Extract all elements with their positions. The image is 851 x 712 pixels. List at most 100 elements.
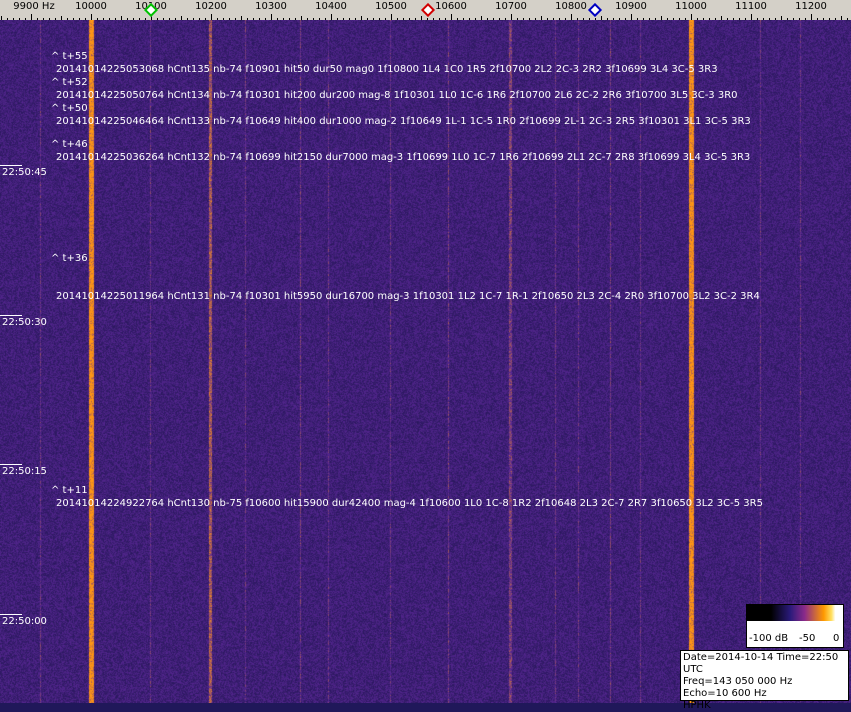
freq-label: 10900 [615, 1, 647, 12]
axis-tick [445, 18, 446, 20]
info-box: Date=2014-10-14 Time=22:50 UTC Freq=143 … [680, 650, 849, 711]
axis-tick [85, 18, 86, 20]
axis-tick [73, 18, 74, 20]
axis-tick [373, 18, 374, 20]
axis-tick [817, 18, 818, 20]
axis-tick [289, 18, 290, 20]
axis-tick [541, 16, 542, 20]
axis-tick [511, 14, 512, 20]
info-echo: Echo=10 600 Hz [683, 688, 767, 699]
axis-tick [61, 16, 62, 20]
axis-tick [187, 18, 188, 20]
axis-tick [421, 16, 422, 20]
axis-tick [319, 18, 320, 20]
time-label: 22:50:30 [2, 317, 47, 328]
axis-tick [121, 16, 122, 20]
axis-tick [361, 16, 362, 20]
freq-label: 10600 [435, 1, 467, 12]
time-marker-line [0, 614, 22, 615]
freq-label: 10800 [555, 1, 587, 12]
axis-tick [79, 18, 80, 20]
axis-tick [439, 18, 440, 20]
time-marker-line [0, 464, 22, 465]
axis-tick [655, 18, 656, 20]
axis-tick [505, 18, 506, 20]
axis-tick [403, 18, 404, 20]
scale-label-min: -100 dB [749, 633, 789, 644]
event-tag: ^ t+11 [51, 485, 88, 496]
axis-tick [169, 18, 170, 20]
axis-tick [559, 18, 560, 20]
axis-tick [19, 18, 20, 20]
time-label: 22:50:15 [2, 466, 47, 477]
axis-tick [175, 18, 176, 20]
color-scale: -100 dB -50 0 [746, 604, 844, 648]
axis-tick [637, 18, 638, 20]
freq-label: 10700 [495, 1, 527, 12]
time-marker-line [0, 315, 22, 316]
axis-tick [835, 18, 836, 20]
freq-label: 11100 [735, 1, 767, 12]
axis-tick [499, 18, 500, 20]
axis-tick [13, 18, 14, 20]
axis-tick [43, 18, 44, 20]
axis-tick [25, 18, 26, 20]
axis-tick [217, 18, 218, 20]
axis-tick [163, 18, 164, 20]
axis-tick [643, 18, 644, 20]
freq-label: 11000 [675, 1, 707, 12]
axis-tick [715, 18, 716, 20]
axis-tick [481, 16, 482, 20]
axis-tick [115, 18, 116, 20]
info-station: HPHK [683, 700, 711, 711]
axis-tick [235, 18, 236, 20]
axis-tick [841, 16, 842, 20]
axis-tick [829, 18, 830, 20]
axis-tick [649, 18, 650, 20]
axis-tick [535, 18, 536, 20]
axis-tick [205, 18, 206, 20]
axis-tick [787, 18, 788, 20]
axis-tick [589, 18, 590, 20]
axis-tick [133, 18, 134, 20]
axis-tick [685, 18, 686, 20]
axis-tick [709, 18, 710, 20]
axis-tick [391, 14, 392, 20]
axis-tick [619, 18, 620, 20]
axis-tick [739, 18, 740, 20]
axis-tick [211, 14, 212, 20]
axis-tick [427, 18, 428, 20]
blue-marker-icon[interactable] [587, 2, 603, 18]
event-tag: ^ t+36 [51, 253, 88, 264]
axis-tick [223, 18, 224, 20]
time-label: 22:50:00 [2, 616, 47, 627]
freq-label: 10000 [75, 1, 107, 12]
axis-tick [745, 18, 746, 20]
axis-tick [349, 18, 350, 20]
red-marker-icon[interactable] [421, 2, 436, 18]
axis-tick [595, 18, 596, 20]
axis-tick [301, 16, 302, 20]
axis-tick [97, 18, 98, 20]
axis-tick [691, 14, 692, 20]
detection-annotation: 20141014225053068 hCnt135 nb-74 f10901 h… [56, 64, 718, 75]
detection-annotation: 20141014225036264 hCnt132 nb-74 f10699 h… [56, 152, 751, 163]
axis-tick [493, 18, 494, 20]
axis-tick [733, 18, 734, 20]
axis-tick [253, 18, 254, 20]
axis-tick [343, 18, 344, 20]
waterfall[interactable] [0, 20, 851, 703]
frequency-axis[interactable]: 9900 Hz 10000101001020010300104001050010… [0, 0, 851, 20]
axis-tick [679, 18, 680, 20]
axis-tick [463, 18, 464, 20]
axis-tick [805, 18, 806, 20]
axis-tick [157, 18, 158, 20]
axis-tick [409, 18, 410, 20]
axis-tick [523, 18, 524, 20]
axis-tick [49, 18, 50, 20]
axis-tick [109, 18, 110, 20]
axis-tick [475, 18, 476, 20]
axis-tick [661, 16, 662, 20]
time-label: 22:50:45 [2, 167, 47, 178]
detection-annotation: 20141014225046464 hCnt133 nb-74 f10649 h… [56, 116, 751, 127]
